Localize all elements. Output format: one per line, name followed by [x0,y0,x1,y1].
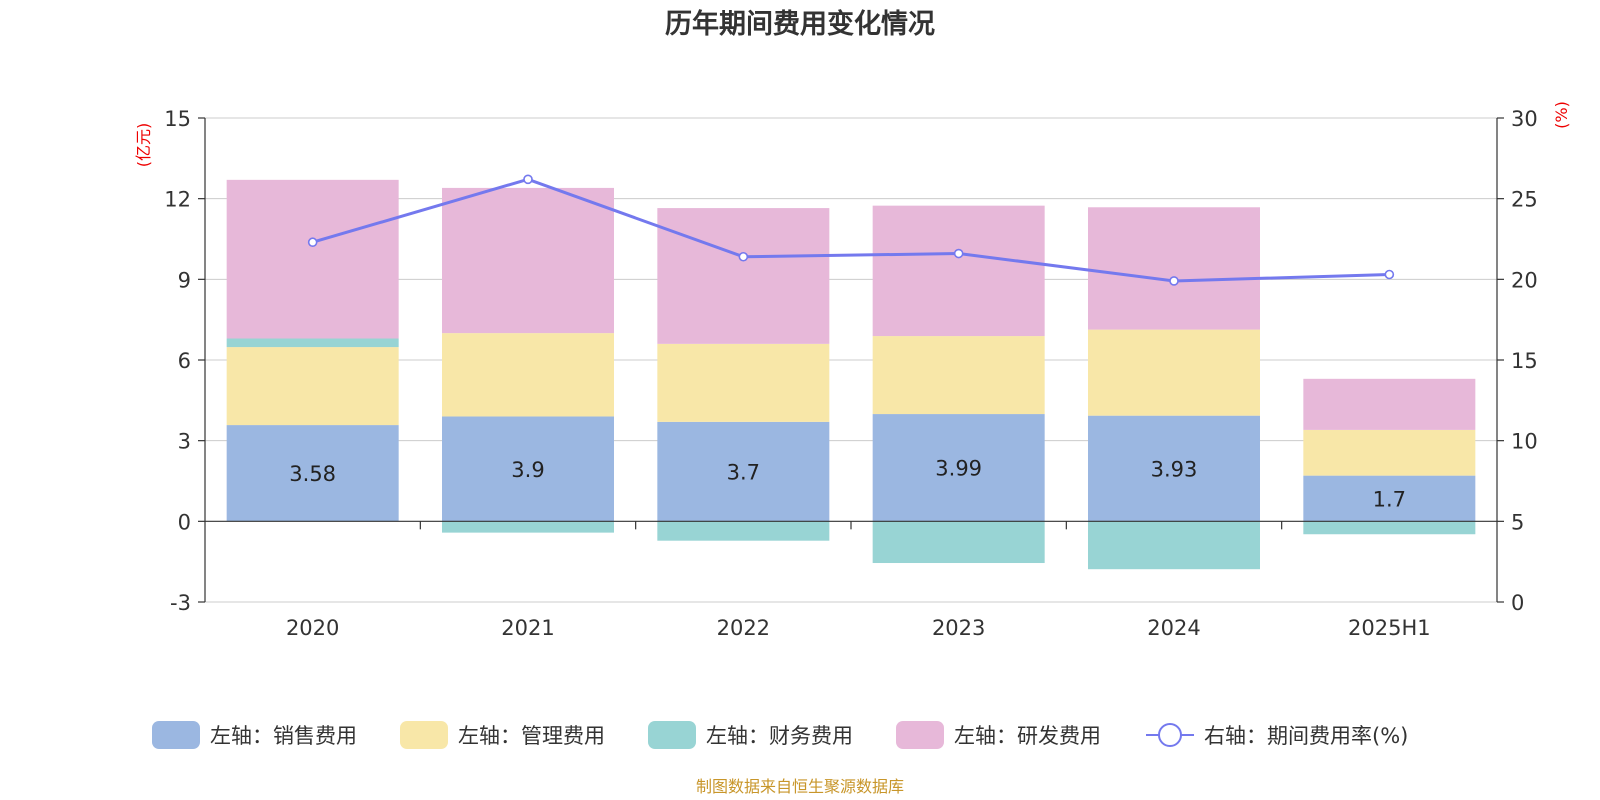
rate-point [307,237,318,248]
bar-segment [226,338,399,348]
rate-point [738,251,749,262]
data-label: 3.58 [289,462,336,486]
legend-swatch [400,721,448,749]
left-tick-label: -3 [170,591,191,615]
data-label: 1.7 [1373,487,1406,511]
bar-segment [226,425,399,522]
x-tick-label: 2023 [932,616,985,640]
legend-swatch [152,721,200,749]
right-tick-label: 20 [1511,268,1538,292]
bars [226,179,1476,570]
data-label: 3.99 [935,457,982,481]
rate-point [1169,276,1179,286]
bar-segment [657,208,830,344]
bar-segment [226,347,399,426]
legend-swatch [648,721,696,749]
legend-label: 右轴：期间费用率(%) [1204,724,1408,748]
bar-segment [1303,475,1476,522]
legend-label: 左轴：管理费用 [458,724,605,748]
left-tick-label: 6 [178,349,191,373]
rate-point [953,248,964,259]
data-label: 3.93 [1151,457,1198,481]
right-tick-label: 10 [1511,430,1538,454]
bar-segment [442,416,614,522]
right-tick-label: 30 [1511,107,1538,131]
bar-segment [872,336,1045,415]
bar-segment [1303,521,1476,535]
x-tick-label: 2024 [1147,616,1200,640]
left-tick-label: 0 [178,510,191,534]
x-tick-label: 2021 [501,616,554,640]
grid-lines [205,117,1497,603]
data-labels: 3.58 3.9 3.7 3.99 3.93 1.7 [289,457,1406,512]
data-label: 3.7 [727,461,760,485]
left-tick-label: 12 [164,188,191,212]
x-tick-label: 2020 [286,616,339,640]
left-axis-unit: (亿元) [134,123,153,168]
left-tick-label: 3 [178,430,191,454]
bar-segment [657,521,830,541]
bar-segment [442,187,614,334]
bar-segment [872,414,1045,522]
axes: -3 0 3 6 9 12 15 0 5 10 15 20 25 30 2020 2021 2022 2023 20… [164,107,1537,640]
data-label: 3.9 [511,458,544,482]
bar-segment [872,521,1045,564]
bar-segment [1088,207,1260,330]
left-tick-label: 15 [164,107,191,131]
legend-label: 左轴：财务费用 [706,724,853,748]
right-tick-label: 5 [1511,510,1524,534]
legend-label: 左轴：销售费用 [210,724,357,748]
x-tick-label: 2025H1 [1348,616,1431,640]
right-axis-unit: (%) [1552,101,1571,129]
source-note: 制图数据来自恒生聚源数据库 [696,777,904,796]
bar-segment [657,421,830,522]
bar-segment [226,179,399,339]
legend: 左轴：销售费用 左轴：管理费用 左轴：财务费用 左轴：研发费用 右轴：期间费用率(%) [152,721,1408,749]
bar-segment [1088,329,1260,416]
legend-label: 左轴：研发费用 [954,724,1101,748]
bar-segment [872,205,1045,337]
bar-segment [1088,415,1260,522]
rate-point [523,174,533,185]
bar-segment [442,521,614,533]
bar-segment [657,343,830,422]
right-tick-label: 25 [1511,188,1538,212]
bar-segment [442,333,614,417]
rate-polyline [312,177,1390,283]
bar-segment [1303,429,1476,476]
rate-point [1384,269,1395,280]
right-tick-label: 15 [1511,349,1538,373]
legend-marker-icon [1158,723,1182,747]
bar-segment [1303,378,1476,430]
bar-segment [1088,521,1260,570]
right-tick-label: 0 [1511,591,1524,615]
legend-swatch [896,721,944,749]
left-tick-label: 9 [178,268,191,292]
rate-line [307,174,1395,286]
chart-title: 历年期间费用变化情况 [665,8,935,40]
x-tick-label: 2022 [717,616,770,640]
